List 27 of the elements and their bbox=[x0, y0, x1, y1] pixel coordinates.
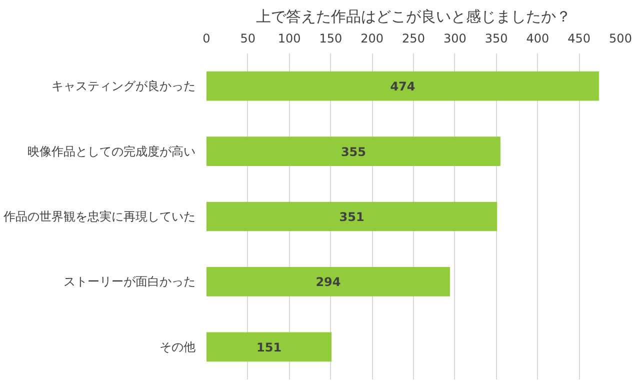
chart-title: 上で答えた作品はどこが良いと感じましたか？ bbox=[256, 8, 571, 26]
x-tick-label: 500 bbox=[609, 32, 632, 46]
x-tick-label: 100 bbox=[278, 32, 301, 46]
bar bbox=[206, 202, 498, 232]
data-label: 151 bbox=[256, 340, 282, 354]
x-tick-label: 50 bbox=[240, 32, 256, 46]
x-tick-label: 300 bbox=[443, 32, 466, 46]
bar bbox=[206, 71, 599, 101]
x-tick-label: 350 bbox=[484, 32, 508, 46]
y-tick-label: キャスティングが良かった bbox=[52, 79, 196, 94]
x-tick-label: 250 bbox=[402, 32, 425, 46]
bar bbox=[206, 136, 500, 166]
x-tick-label: 450 bbox=[568, 32, 591, 46]
x-tick-label: 200 bbox=[360, 32, 384, 46]
x-tick-label: 400 bbox=[526, 32, 550, 46]
x-tick-label: 0 bbox=[202, 32, 210, 46]
y-tick-label: ストーリーが面白かった bbox=[64, 274, 196, 289]
data-label: 351 bbox=[339, 210, 364, 224]
y-tick-label: その他 bbox=[160, 340, 196, 354]
data-label: 355 bbox=[340, 144, 366, 159]
bar bbox=[206, 332, 332, 362]
bar bbox=[206, 267, 450, 296]
x-tick-label: 150 bbox=[319, 32, 342, 46]
data-label: 294 bbox=[316, 275, 341, 290]
y-tick-label: 映像作品としての完成度が高い bbox=[28, 144, 196, 158]
y-tick-label: 作品の世界観を忠実に再現していた bbox=[2, 210, 196, 224]
data-label: 474 bbox=[390, 80, 416, 94]
